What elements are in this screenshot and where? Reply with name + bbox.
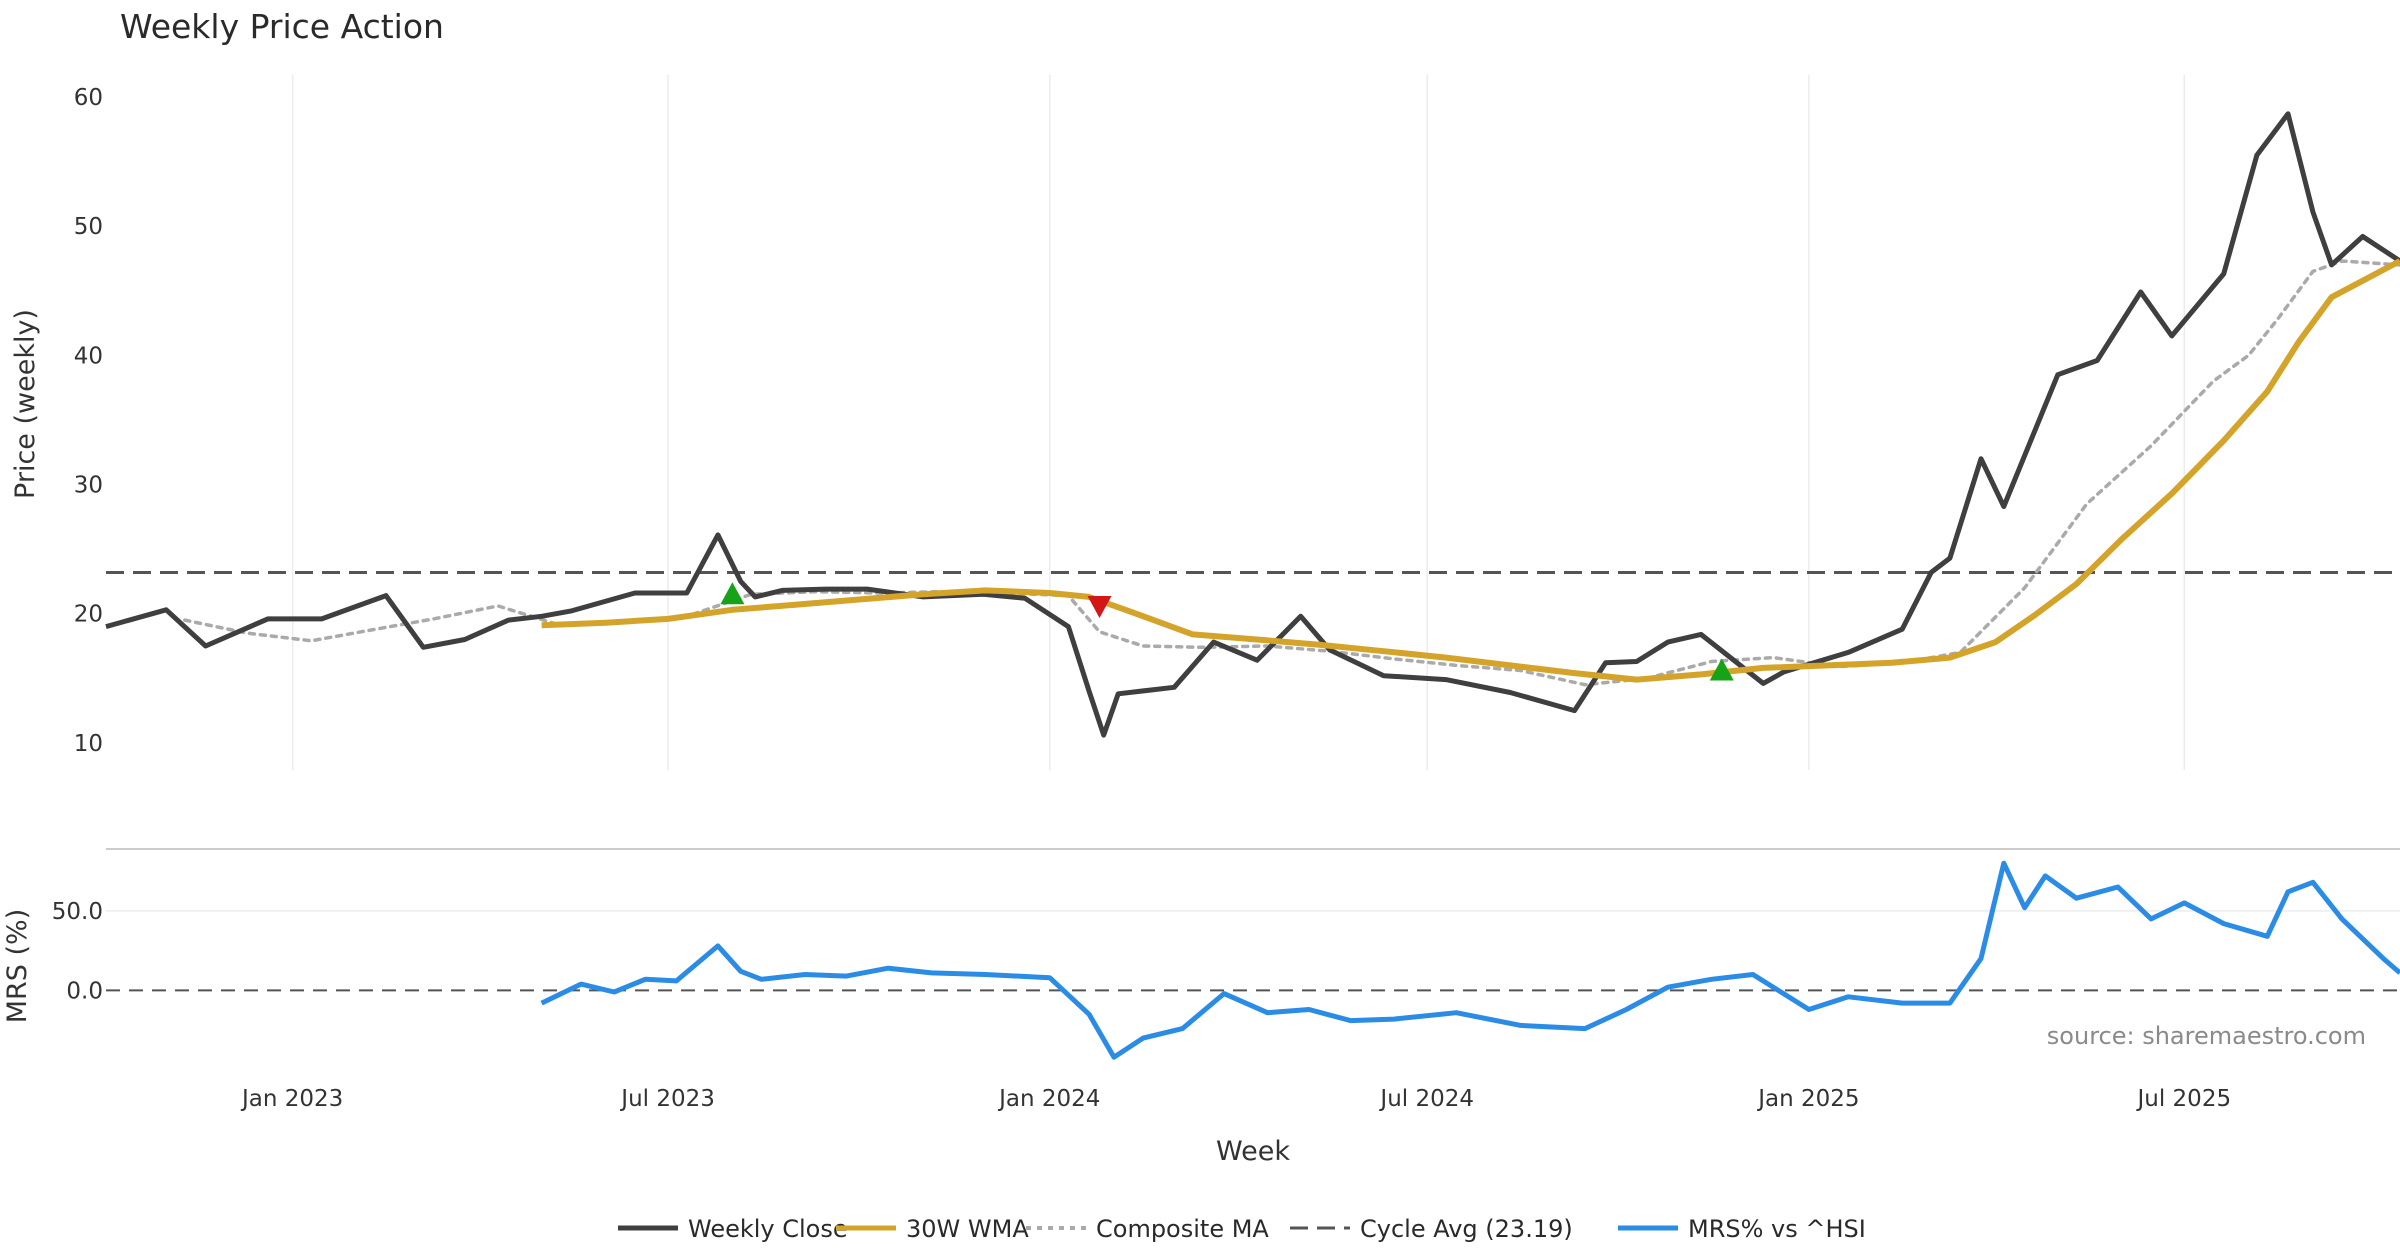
x-tick-label: Jul 2024 (1378, 1086, 1474, 1112)
legend-label: MRS% vs ^HSI (1688, 1215, 1866, 1243)
mrs-y-tick-label: 50.0 (52, 899, 103, 925)
source-note: source: sharemaestro.com (2047, 1022, 2366, 1050)
price-y-tick-label: 40 (74, 343, 103, 369)
chart-title: Weekly Price Action (120, 7, 444, 46)
price-y-tick-label: 60 (74, 85, 103, 111)
x-tick-label: Jan 2024 (997, 1086, 1100, 1112)
mrs-y-axis-title: MRS (%) (2, 909, 33, 1024)
legend-label: Weekly Close (688, 1215, 848, 1243)
x-axis-ticks: Jan 2023 Jul 2023 Jan 2024 Jul 2024 Jan 2025… (240, 1086, 2231, 1112)
price-y-tick-label: 10 (74, 731, 103, 757)
mrs-y-tick-label: 0.0 (66, 978, 103, 1004)
buy-signal-marker (720, 582, 745, 605)
mrs-line (540, 860, 2400, 1060)
mrs-series (540, 860, 2400, 1060)
legend-label: Cycle Avg (23.19) (1360, 1215, 1573, 1243)
sell-signal-marker (1087, 595, 1112, 618)
price-y-tick-label: 20 (74, 602, 103, 628)
signal-markers (720, 582, 1734, 681)
mrs-y-ticks: 50.0 0.0 (52, 899, 103, 1005)
x-axis-title: Week (1216, 1136, 1290, 1167)
x-tick-label: Jul 2023 (619, 1086, 715, 1112)
x-tick-label: Jan 2023 (240, 1086, 343, 1112)
x-tick-label: Jan 2025 (1756, 1086, 1859, 1112)
legend-label: 30W WMA (906, 1215, 1029, 1243)
price-series (105, 111, 2400, 738)
legend-label: Composite MA (1096, 1215, 1269, 1243)
weekly-close-line (105, 111, 2400, 738)
wma-30w-line (541, 258, 2400, 683)
price-y-tick-label: 50 (74, 214, 103, 240)
buy-signal-marker (1709, 658, 1734, 681)
price-y-axis-title: Price (weekly) (10, 309, 41, 499)
legend: Weekly Close 30W WMA Composite MA Cycle Avg… (618, 1215, 1866, 1243)
price-y-ticks: 10 20 30 40 50 60 (74, 85, 103, 757)
x-tick-label: Jul 2025 (2135, 1086, 2231, 1112)
price-y-tick-label: 30 (74, 473, 103, 499)
price-gridlines (291, 75, 2186, 770)
